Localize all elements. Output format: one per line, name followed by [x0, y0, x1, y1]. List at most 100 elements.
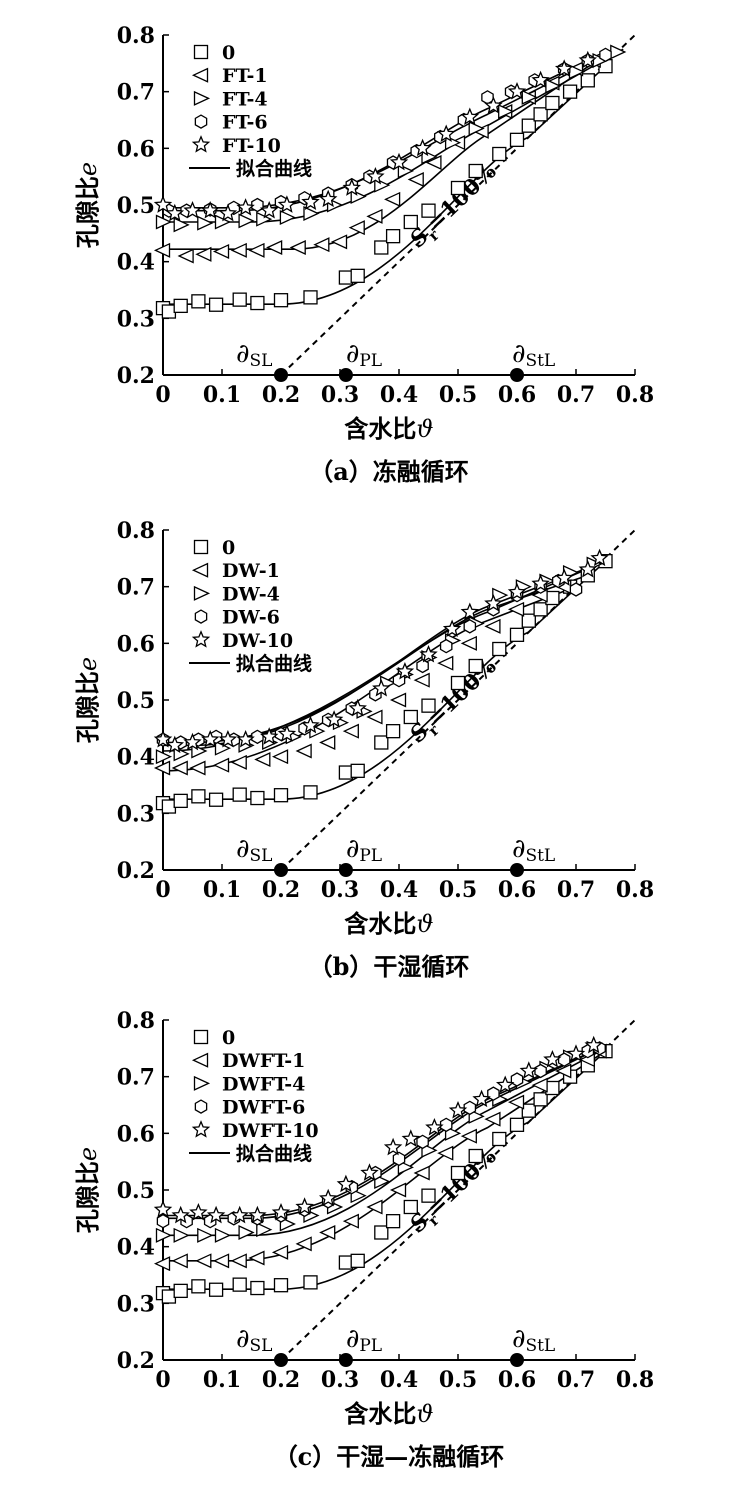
marker-label: ∂PL: [346, 339, 382, 371]
data-point: [230, 1205, 249, 1224]
data-point: [206, 1205, 226, 1224]
x-tick-label: 0.5: [439, 877, 477, 903]
marker-dot: [338, 863, 353, 877]
data-point: [273, 788, 289, 803]
data-point: [173, 217, 190, 233]
data-point: [413, 672, 430, 688]
data-point: [153, 1200, 173, 1218]
data-point: [271, 1244, 289, 1260]
data-point: [342, 1213, 359, 1229]
data-point: [173, 793, 188, 809]
data-point: [254, 751, 271, 768]
chart-panel-c: 0 0.1 0.2 0.3 0.4 0.5 0.6 0.7 0.8 0.2 0.3 0.4 0.5 0.6…: [0, 985, 750, 1475]
marker-dot: [338, 368, 353, 382]
data-point: [271, 749, 289, 765]
saturation-value: =100%: [422, 158, 502, 236]
legend-marker: [191, 67, 209, 83]
data-point: [214, 1227, 232, 1243]
legend-marker: [191, 562, 209, 578]
data-point: [165, 735, 185, 754]
data-point: [468, 1148, 483, 1164]
legend-label: DWFT-1: [222, 1050, 305, 1072]
data-point: [171, 1253, 188, 1269]
x-tick-label: 0.2: [262, 1367, 300, 1393]
data-point: [401, 1129, 421, 1147]
data-point: [460, 107, 480, 126]
data-point: [468, 163, 483, 179]
y-tick-label: 0.5: [117, 193, 155, 219]
marker-dot: [510, 863, 524, 877]
data-point: [189, 1202, 208, 1221]
legend-fit-label: 拟合曲线: [236, 652, 312, 675]
data-point: [509, 627, 525, 642]
marker-subscript: SL: [249, 351, 272, 371]
data-point: [421, 1188, 436, 1203]
data-point: [437, 655, 454, 671]
data-point: [218, 729, 238, 748]
legend-label: DWFT-10: [222, 1120, 319, 1142]
marker-subscript: PL: [359, 1336, 382, 1356]
marker-label: ∂SL: [236, 834, 272, 866]
data-point: [295, 1236, 312, 1252]
data-point: [421, 698, 436, 713]
legend-marker: [191, 1120, 211, 1138]
y-tick-label: 0.3: [117, 1291, 155, 1317]
marker-label: ∂PL: [346, 1324, 382, 1356]
marker-subscript: StL: [525, 846, 555, 866]
data-point: [336, 1174, 356, 1193]
data-point: [214, 740, 232, 756]
data-point: [324, 710, 344, 728]
data-point: [392, 1151, 406, 1167]
legend-label: DWFT-4: [222, 1073, 305, 1095]
marker-dot: [338, 1353, 353, 1367]
x-tick-label: 0: [155, 877, 170, 903]
legend-marker: [194, 1099, 208, 1114]
data-point: [195, 1253, 212, 1269]
data-point: [360, 1163, 379, 1181]
data-point: [250, 295, 265, 311]
data-point: [338, 270, 354, 285]
data-point: [155, 1227, 173, 1243]
y-tick-label: 0.7: [117, 575, 155, 601]
data-point: [238, 1224, 255, 1241]
data-point: [191, 1279, 206, 1294]
data-point: [256, 211, 273, 227]
data-point: [498, 103, 515, 120]
data-point: [437, 1145, 454, 1161]
saturation-value: =100%: [422, 1143, 502, 1221]
data-point: [413, 138, 432, 157]
data-point: [533, 1092, 548, 1107]
data-point: [492, 1131, 507, 1147]
data-point: [507, 81, 527, 100]
data-point: [599, 47, 612, 63]
legend-label: 0: [222, 537, 235, 559]
series-group: [155, 44, 627, 233]
data-point: [366, 208, 383, 224]
data-point: [484, 593, 503, 612]
data-point: [492, 641, 507, 657]
data-point: [338, 1255, 354, 1270]
data-point: [545, 590, 560, 606]
marker-dot: [510, 368, 524, 382]
data-point: [248, 1250, 265, 1266]
y-axis-symbol: e: [74, 657, 102, 671]
series-group: [153, 548, 609, 754]
x-tick-label: 0.4: [380, 1367, 418, 1393]
y-tick-label: 0.6: [117, 1121, 155, 1147]
y-tick-label: 0.2: [117, 363, 155, 389]
data-point: [319, 734, 336, 751]
y-axis-symbol: e: [74, 162, 102, 176]
y-tick-label: 0.2: [117, 858, 155, 884]
data-point: [484, 1111, 501, 1127]
data-point: [543, 1049, 562, 1068]
data-point: [425, 154, 442, 171]
data-point: [212, 243, 230, 259]
marker-label: ∂PL: [346, 834, 382, 866]
data-point: [554, 59, 574, 77]
data-point: [555, 1063, 572, 1079]
data-point: [384, 191, 401, 207]
data-point: [155, 749, 173, 765]
y-tick-label: 0.6: [117, 136, 155, 162]
data-point: [507, 1094, 525, 1110]
series-group: [156, 573, 583, 750]
